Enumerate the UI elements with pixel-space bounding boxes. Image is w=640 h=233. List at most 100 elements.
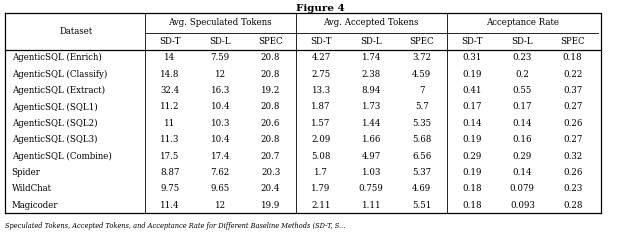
Text: Avg. Speculated Tokens: Avg. Speculated Tokens <box>168 18 272 27</box>
Text: 0.29: 0.29 <box>513 151 532 161</box>
Text: 0.41: 0.41 <box>462 86 482 95</box>
Text: 7.59: 7.59 <box>211 53 230 62</box>
Text: 11: 11 <box>164 119 175 128</box>
Text: 12: 12 <box>214 70 226 79</box>
Text: 5.7: 5.7 <box>415 103 429 111</box>
Text: 0.26: 0.26 <box>563 168 582 177</box>
Text: Figure 4: Figure 4 <box>296 4 344 13</box>
Text: 0.19: 0.19 <box>462 70 482 79</box>
Text: 14: 14 <box>164 53 175 62</box>
Text: 10.4: 10.4 <box>211 135 230 144</box>
Text: AgenticSQL (Enrich): AgenticSQL (Enrich) <box>12 53 102 62</box>
Text: 20.6: 20.6 <box>261 119 280 128</box>
Text: 0.19: 0.19 <box>462 168 482 177</box>
Text: 0.14: 0.14 <box>513 168 532 177</box>
Text: 5.68: 5.68 <box>412 135 431 144</box>
Text: 1.03: 1.03 <box>362 168 381 177</box>
Text: 0.22: 0.22 <box>563 70 582 79</box>
Text: 5.08: 5.08 <box>311 151 331 161</box>
Text: 6.56: 6.56 <box>412 151 431 161</box>
Text: SPEC: SPEC <box>561 37 585 46</box>
Text: SD-L: SD-L <box>209 37 231 46</box>
Text: 0.27: 0.27 <box>563 103 582 111</box>
Text: 7.62: 7.62 <box>211 168 230 177</box>
Text: Dataset: Dataset <box>60 27 93 36</box>
Text: 0.31: 0.31 <box>462 53 482 62</box>
Text: 10.4: 10.4 <box>211 103 230 111</box>
Text: 1.74: 1.74 <box>362 53 381 62</box>
Text: 0.23: 0.23 <box>563 184 582 193</box>
Text: 2.38: 2.38 <box>362 70 381 79</box>
Text: 0.14: 0.14 <box>462 119 482 128</box>
Text: 10.3: 10.3 <box>211 119 230 128</box>
Text: 20.4: 20.4 <box>261 184 280 193</box>
Text: 1.79: 1.79 <box>311 184 331 193</box>
Text: SD-T: SD-T <box>159 37 180 46</box>
Text: 0.37: 0.37 <box>563 86 582 95</box>
Text: 4.27: 4.27 <box>311 53 331 62</box>
Text: 19.2: 19.2 <box>261 86 280 95</box>
Text: 16.3: 16.3 <box>211 86 230 95</box>
Text: 0.32: 0.32 <box>563 151 582 161</box>
Text: 19.9: 19.9 <box>261 201 280 209</box>
Text: 5.35: 5.35 <box>412 119 431 128</box>
Text: 5.51: 5.51 <box>412 201 431 209</box>
Text: SD-T: SD-T <box>461 37 483 46</box>
Text: 8.87: 8.87 <box>160 168 180 177</box>
Text: 11.3: 11.3 <box>160 135 180 144</box>
Text: 14.8: 14.8 <box>160 70 180 79</box>
Text: 0.29: 0.29 <box>462 151 482 161</box>
Text: 9.75: 9.75 <box>160 184 180 193</box>
Text: Acceptance Rate: Acceptance Rate <box>486 18 559 27</box>
Text: 9.65: 9.65 <box>211 184 230 193</box>
Text: AgenticSQL (Extract): AgenticSQL (Extract) <box>12 86 105 95</box>
Text: 20.7: 20.7 <box>261 151 280 161</box>
Text: 0.18: 0.18 <box>563 53 582 62</box>
Text: 0.26: 0.26 <box>563 119 582 128</box>
Text: 1.57: 1.57 <box>311 119 331 128</box>
Text: 0.19: 0.19 <box>462 135 482 144</box>
Text: Magicoder: Magicoder <box>12 201 58 209</box>
Text: AgenticSQL (Classify): AgenticSQL (Classify) <box>12 70 107 79</box>
Text: 13.3: 13.3 <box>312 86 330 95</box>
Text: 4.59: 4.59 <box>412 70 431 79</box>
Text: 0.759: 0.759 <box>359 184 384 193</box>
Text: 2.11: 2.11 <box>311 201 331 209</box>
Text: 1.7: 1.7 <box>314 168 328 177</box>
Text: 4.97: 4.97 <box>362 151 381 161</box>
Text: 3.72: 3.72 <box>412 53 431 62</box>
Text: 0.18: 0.18 <box>462 201 482 209</box>
Text: 11.2: 11.2 <box>160 103 180 111</box>
Text: 0.2: 0.2 <box>515 70 529 79</box>
Text: AgenticSQL (SQL3): AgenticSQL (SQL3) <box>12 135 97 144</box>
Text: 0.16: 0.16 <box>513 135 532 144</box>
Text: 20.8: 20.8 <box>261 70 280 79</box>
Text: 0.14: 0.14 <box>513 119 532 128</box>
Text: 0.23: 0.23 <box>513 53 532 62</box>
Text: 20.8: 20.8 <box>261 135 280 144</box>
Text: 0.55: 0.55 <box>513 86 532 95</box>
Text: SD-L: SD-L <box>360 37 382 46</box>
Text: 0.28: 0.28 <box>563 201 582 209</box>
Text: 1.87: 1.87 <box>311 103 331 111</box>
Text: 2.75: 2.75 <box>311 70 331 79</box>
Text: Spider: Spider <box>12 168 40 177</box>
Text: AgenticSQL (Combine): AgenticSQL (Combine) <box>12 151 111 161</box>
Text: 17.4: 17.4 <box>211 151 230 161</box>
Text: 0.17: 0.17 <box>462 103 482 111</box>
Text: 0.093: 0.093 <box>510 201 535 209</box>
Text: 0.18: 0.18 <box>462 184 482 193</box>
Text: 1.44: 1.44 <box>362 119 381 128</box>
Text: WildChat: WildChat <box>12 184 52 193</box>
Text: 5.37: 5.37 <box>412 168 431 177</box>
Text: 20.8: 20.8 <box>261 53 280 62</box>
Text: SD-T: SD-T <box>310 37 332 46</box>
Text: 11.4: 11.4 <box>160 201 180 209</box>
Text: 32.4: 32.4 <box>161 86 179 95</box>
Text: Speculated Tokens, Accepted Tokens, and Acceptance Rate for Different Baseline M: Speculated Tokens, Accepted Tokens, and … <box>4 222 345 230</box>
Text: 20.3: 20.3 <box>261 168 280 177</box>
Text: 4.69: 4.69 <box>412 184 431 193</box>
Text: 7: 7 <box>419 86 424 95</box>
Text: 0.17: 0.17 <box>513 103 532 111</box>
Text: Avg. Accepted Tokens: Avg. Accepted Tokens <box>324 18 419 27</box>
